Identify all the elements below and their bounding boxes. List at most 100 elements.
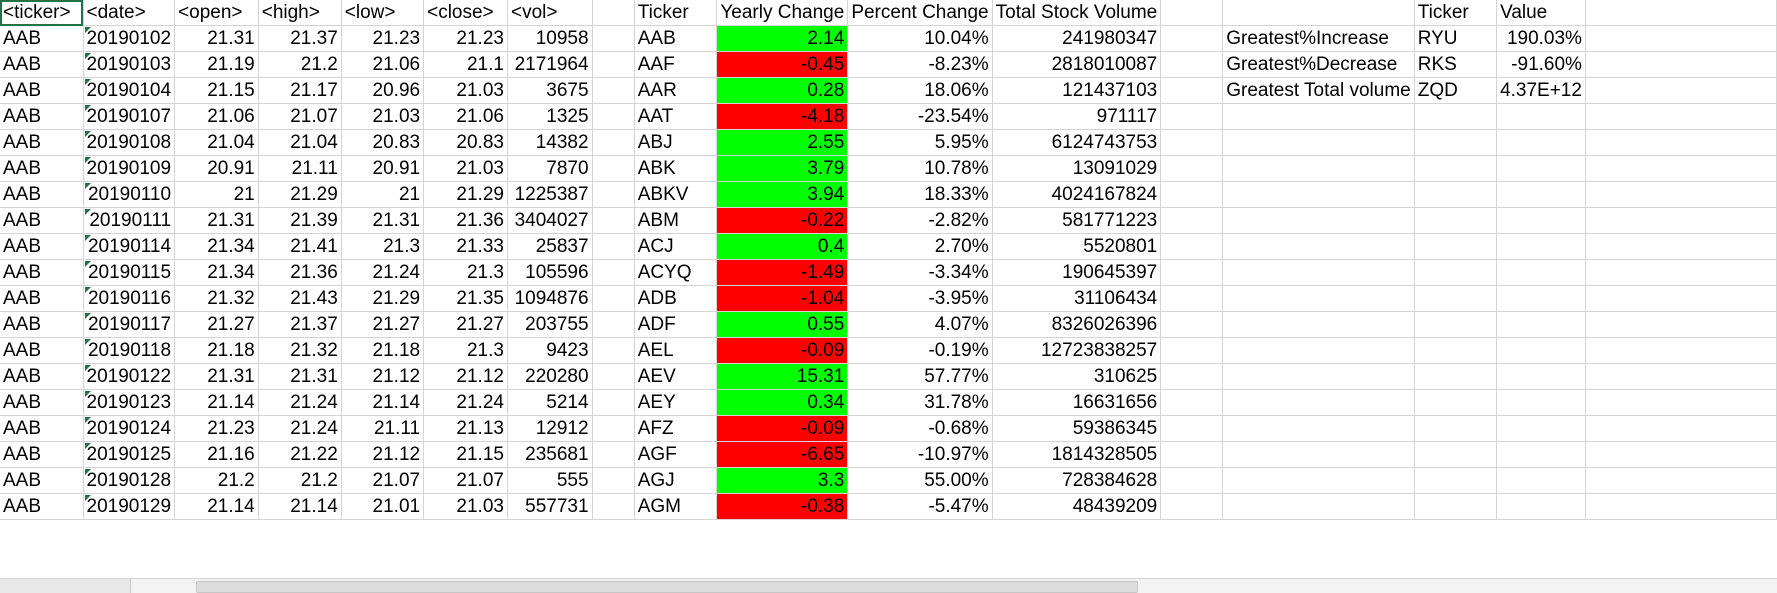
data-cell[interactable]: 21 bbox=[341, 181, 425, 208]
cell[interactable] bbox=[1160, 181, 1224, 208]
cell[interactable] bbox=[1414, 389, 1498, 416]
yearly-change-cell[interactable]: -0.09 bbox=[716, 415, 849, 442]
cell[interactable] bbox=[1414, 363, 1498, 390]
cell[interactable] bbox=[1414, 467, 1498, 494]
date-cell[interactable]: 20190108 bbox=[83, 129, 176, 156]
data-cell[interactable]: AAB bbox=[0, 155, 84, 182]
data-cell[interactable]: 21.2 bbox=[258, 51, 342, 78]
cell[interactable] bbox=[1585, 51, 1777, 78]
summary-cell[interactable]: -8.23% bbox=[847, 51, 993, 78]
cell[interactable] bbox=[1160, 337, 1224, 364]
date-cell[interactable]: 20190104 bbox=[83, 77, 176, 104]
data-cell[interactable]: 21.33 bbox=[423, 233, 508, 260]
date-cell[interactable]: 20190123 bbox=[83, 389, 176, 416]
greatest-cell[interactable]: Greatest%Decrease bbox=[1222, 51, 1415, 78]
cell[interactable] bbox=[592, 363, 635, 390]
date-cell[interactable]: 20190125 bbox=[83, 441, 176, 468]
data-cell[interactable]: AAB bbox=[0, 25, 84, 52]
cell[interactable] bbox=[592, 259, 635, 286]
data-cell[interactable]: 21.14 bbox=[258, 493, 342, 520]
summary-cell[interactable]: 59386345 bbox=[992, 415, 1162, 442]
cell[interactable] bbox=[1160, 259, 1224, 286]
cell[interactable] bbox=[1160, 363, 1224, 390]
data-cell[interactable]: 21.15 bbox=[423, 441, 508, 468]
data-cell[interactable]: 203755 bbox=[507, 311, 593, 338]
yearly-change-cell[interactable]: 0.34 bbox=[716, 389, 849, 416]
cell[interactable] bbox=[1222, 493, 1415, 520]
data-cell[interactable]: 21.31 bbox=[174, 25, 259, 52]
cell[interactable] bbox=[1222, 103, 1415, 130]
data-cell[interactable]: AAB bbox=[0, 77, 84, 104]
data-cell[interactable]: 20.96 bbox=[341, 77, 425, 104]
data-cell[interactable]: 21.15 bbox=[174, 77, 259, 104]
summary-cell[interactable]: AGF bbox=[634, 441, 718, 468]
data-cell[interactable]: 9423 bbox=[507, 337, 593, 364]
yearly-change-cell[interactable]: 3.94 bbox=[716, 181, 849, 208]
summary-cell[interactable]: -3.34% bbox=[847, 259, 993, 286]
cell[interactable] bbox=[1496, 103, 1586, 130]
cell[interactable] bbox=[1222, 441, 1415, 468]
summary-cell[interactable]: AGJ bbox=[634, 467, 718, 494]
cell[interactable] bbox=[1585, 103, 1777, 130]
data-cell[interactable]: 21.34 bbox=[174, 233, 259, 260]
yearly-change-cell[interactable]: 0.55 bbox=[716, 311, 849, 338]
date-cell[interactable]: 20190129 bbox=[83, 493, 176, 520]
data-cell[interactable]: 21.03 bbox=[423, 155, 508, 182]
cell[interactable] bbox=[1160, 129, 1224, 156]
data-cell[interactable]: AAB bbox=[0, 51, 84, 78]
summary-cell[interactable]: ABM bbox=[634, 207, 718, 234]
cell[interactable] bbox=[1585, 441, 1777, 468]
data-cell[interactable]: 21.19 bbox=[174, 51, 259, 78]
cell[interactable] bbox=[1222, 363, 1415, 390]
data-cell[interactable]: 21.27 bbox=[423, 311, 508, 338]
data-cell[interactable]: 21.06 bbox=[341, 51, 425, 78]
summary-cell[interactable]: -2.82% bbox=[847, 207, 993, 234]
cell[interactable] bbox=[592, 207, 635, 234]
cell[interactable] bbox=[1496, 207, 1586, 234]
summary-cell[interactable]: 55.00% bbox=[847, 467, 993, 494]
column-header[interactable]: <ticker> bbox=[0, 0, 84, 26]
cell[interactable] bbox=[1414, 207, 1498, 234]
date-cell[interactable]: 20190128 bbox=[83, 467, 176, 494]
cell[interactable] bbox=[1160, 233, 1224, 260]
data-cell[interactable]: AAB bbox=[0, 493, 84, 520]
cell[interactable] bbox=[1496, 233, 1586, 260]
summary-cell[interactable]: 48439209 bbox=[992, 493, 1162, 520]
data-cell[interactable]: 21.37 bbox=[258, 25, 342, 52]
summary-cell[interactable]: 4.07% bbox=[847, 311, 993, 338]
summary-cell[interactable]: 31.78% bbox=[847, 389, 993, 416]
cell[interactable] bbox=[1585, 207, 1777, 234]
cell[interactable] bbox=[1160, 311, 1224, 338]
summary-cell[interactable]: AAF bbox=[634, 51, 718, 78]
yearly-change-cell[interactable]: 15.31 bbox=[716, 363, 849, 390]
cell[interactable] bbox=[1496, 441, 1586, 468]
column-header[interactable]: <high> bbox=[258, 0, 342, 26]
cell[interactable] bbox=[1496, 155, 1586, 182]
data-cell[interactable]: 21.03 bbox=[341, 103, 425, 130]
data-cell[interactable]: 21.31 bbox=[174, 207, 259, 234]
cell[interactable] bbox=[1222, 311, 1415, 338]
yearly-change-cell[interactable]: -0.38 bbox=[716, 493, 849, 520]
summary-cell[interactable]: 18.06% bbox=[847, 77, 993, 104]
cell[interactable] bbox=[1496, 493, 1586, 520]
data-cell[interactable]: 21.2 bbox=[174, 467, 259, 494]
data-cell[interactable]: 21.3 bbox=[341, 233, 425, 260]
column-header[interactable]: <vol> bbox=[507, 0, 593, 26]
data-cell[interactable]: 21.41 bbox=[258, 233, 342, 260]
greatest-cell[interactable]: RKS bbox=[1414, 51, 1498, 78]
date-cell[interactable]: 20190117 bbox=[83, 311, 176, 338]
data-cell[interactable]: 21.31 bbox=[174, 363, 259, 390]
date-cell[interactable]: 20190107 bbox=[83, 103, 176, 130]
summary-cell[interactable]: AAT bbox=[634, 103, 718, 130]
yearly-change-cell[interactable]: -1.49 bbox=[716, 259, 849, 286]
cell[interactable] bbox=[1414, 415, 1498, 442]
data-cell[interactable]: 7870 bbox=[507, 155, 593, 182]
yearly-change-cell[interactable]: -0.45 bbox=[716, 51, 849, 78]
cell[interactable] bbox=[1222, 155, 1415, 182]
data-cell[interactable]: 10958 bbox=[507, 25, 593, 52]
date-cell[interactable]: 20190122 bbox=[83, 363, 176, 390]
date-cell[interactable]: 20190114 bbox=[83, 233, 176, 260]
data-cell[interactable]: 21.11 bbox=[341, 415, 425, 442]
cell[interactable] bbox=[1585, 25, 1777, 52]
yearly-change-cell[interactable]: 2.14 bbox=[716, 25, 849, 52]
